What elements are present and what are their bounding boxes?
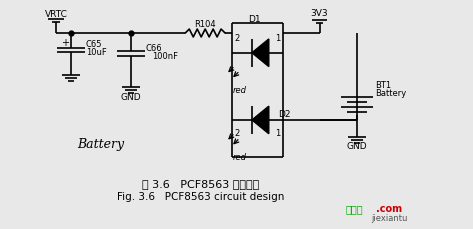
Text: 3V3: 3V3 — [311, 9, 328, 18]
Text: 100nF: 100nF — [152, 52, 178, 61]
Text: 1: 1 — [275, 34, 280, 44]
Text: 电路图: 电路图 — [345, 204, 363, 214]
Polygon shape — [252, 39, 269, 67]
Text: GND: GND — [347, 142, 368, 151]
Text: red: red — [233, 86, 247, 95]
Text: VRTC: VRTC — [44, 10, 68, 19]
Text: 2: 2 — [235, 34, 240, 44]
Text: red: red — [233, 153, 247, 162]
Text: BT1: BT1 — [375, 81, 391, 90]
Text: GND: GND — [120, 93, 141, 102]
Text: R104: R104 — [194, 20, 216, 29]
Text: D2: D2 — [278, 111, 290, 120]
Text: D1: D1 — [249, 15, 261, 24]
Text: +: + — [61, 38, 69, 48]
Text: Fig. 3.6   PCF8563 circuit design: Fig. 3.6 PCF8563 circuit design — [116, 192, 284, 202]
Text: Battery: Battery — [375, 89, 406, 98]
Text: jiexiantu: jiexiantu — [371, 214, 407, 223]
Text: C66: C66 — [146, 44, 162, 53]
Text: C65: C65 — [86, 40, 102, 49]
Polygon shape — [252, 106, 269, 134]
Text: 图 3.6   PCF8563 电路设计: 图 3.6 PCF8563 电路设计 — [141, 179, 259, 189]
Text: .com: .com — [376, 204, 402, 214]
Text: 2: 2 — [235, 129, 240, 138]
Text: 1: 1 — [275, 129, 280, 138]
Text: 10uF: 10uF — [86, 48, 106, 57]
Text: Battery: Battery — [77, 138, 124, 151]
